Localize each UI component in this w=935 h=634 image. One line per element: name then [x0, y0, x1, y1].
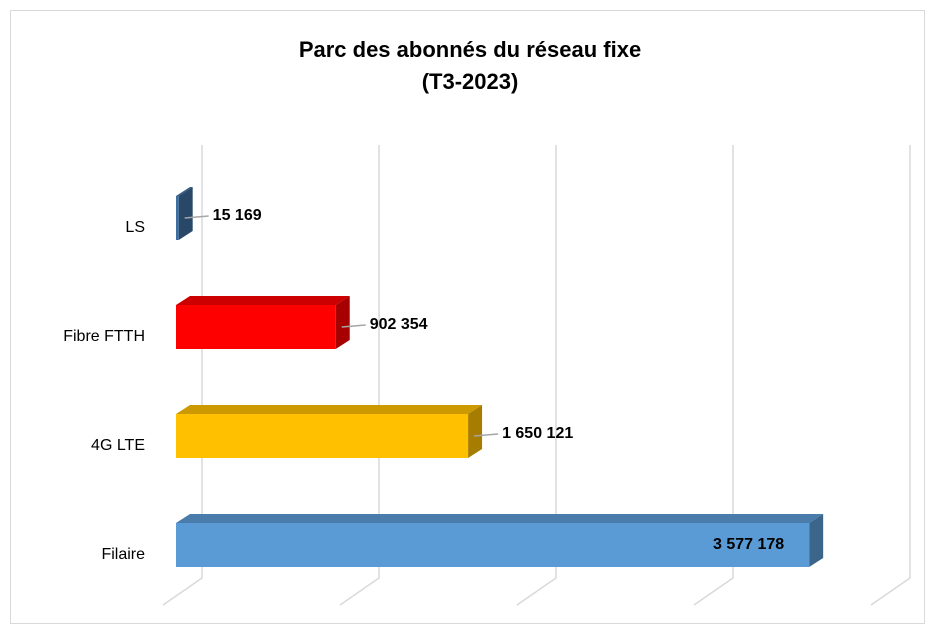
bar — [176, 305, 336, 349]
grid-line — [162, 145, 203, 606]
data-label: 3 577 178 — [713, 536, 784, 553]
grid-line — [516, 145, 557, 606]
data-label: 902 354 — [370, 316, 428, 333]
y-tick-label: LS — [125, 219, 145, 236]
bar-side — [809, 514, 824, 567]
data-label: 15 169 — [213, 207, 262, 224]
data-label: 1 650 121 — [502, 425, 573, 442]
leader-line — [341, 324, 366, 328]
leader-line — [474, 433, 499, 437]
bar — [176, 414, 469, 458]
grid-line — [339, 145, 380, 606]
grid-line — [870, 145, 911, 606]
bar — [176, 523, 810, 567]
chart-title: (T3-2023) — [422, 69, 519, 94]
bar-side — [178, 187, 193, 240]
grid-line — [693, 145, 734, 606]
bar-top — [176, 405, 483, 414]
bar-top — [176, 187, 193, 196]
bar-side — [468, 405, 483, 458]
bar-side — [335, 296, 350, 349]
bar-top — [176, 514, 824, 523]
bar-top — [176, 296, 350, 305]
y-tick-label: Fibre FTTH — [63, 328, 145, 345]
y-tick-label: 4G LTE — [91, 437, 145, 454]
y-tick-label: Filaire — [101, 546, 145, 563]
chart-title: Parc des abonnés du réseau fixe — [299, 37, 641, 62]
leader-line — [184, 215, 209, 219]
bar — [176, 196, 179, 240]
